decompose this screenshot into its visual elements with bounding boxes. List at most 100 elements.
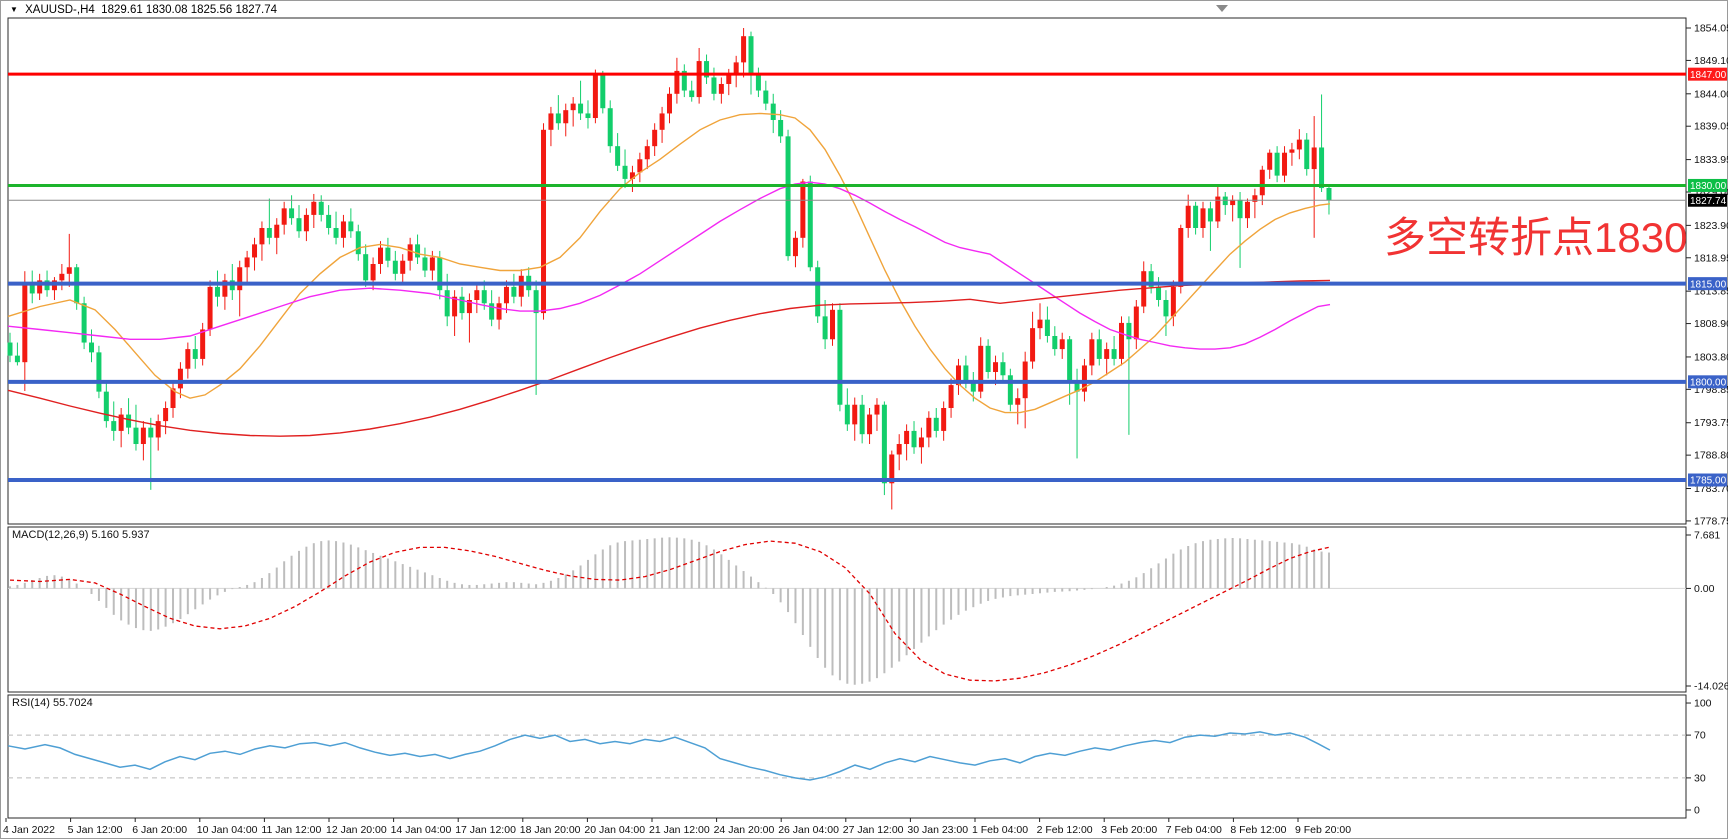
candle-body xyxy=(1326,187,1332,201)
candle-body xyxy=(748,36,754,76)
candle-body xyxy=(1111,349,1117,359)
price-tick-label: 1778.75 xyxy=(1694,515,1728,527)
candle-body xyxy=(177,368,183,389)
candle-body xyxy=(363,254,369,281)
candle-body xyxy=(963,365,969,382)
horizontal-levels-layer[interactable] xyxy=(8,72,1686,483)
candle-body xyxy=(1074,381,1080,392)
candle-body xyxy=(237,267,243,291)
candle-body xyxy=(422,257,428,271)
price-tick-label: 1808.90 xyxy=(1694,318,1728,330)
candle-body xyxy=(800,181,806,238)
candle-body xyxy=(592,74,598,119)
candle-body xyxy=(355,231,361,255)
time-axis[interactable]: 4 Jan 2022 5 Jan 12:00 6 Jan 20:00 10 Jan 0… xyxy=(3,818,1351,836)
candle-body xyxy=(340,221,346,238)
candle-body xyxy=(140,427,146,445)
candle-body xyxy=(1207,208,1213,222)
price-tick-label: 1833.95 xyxy=(1694,154,1728,166)
price-tick-label: 1788.80 xyxy=(1694,450,1728,462)
candle-body xyxy=(503,286,509,304)
macd-tick-label: 7.681 xyxy=(1694,529,1720,541)
candle-body xyxy=(400,260,406,274)
candle-body xyxy=(659,113,665,130)
price-badge xyxy=(1688,473,1727,487)
macd-indicator-label: MACD(12,26,9) 5.160 5.937 xyxy=(12,529,150,541)
symbol-dropdown-icon[interactable]: ▼ xyxy=(10,5,18,14)
candle-body xyxy=(711,77,717,94)
candle-body xyxy=(533,290,539,314)
macd-tick-label: -14.026 xyxy=(1694,680,1728,692)
candle-body xyxy=(948,385,954,409)
candle-body xyxy=(1200,208,1206,228)
candle-body xyxy=(1059,339,1065,350)
candle-body xyxy=(259,227,265,245)
price-tick-label: 1854.05 xyxy=(1694,23,1728,35)
candle-body xyxy=(770,103,776,120)
candle-body xyxy=(170,388,176,409)
main-plot-border[interactable] xyxy=(7,17,1687,525)
candle-body xyxy=(844,404,850,425)
time-tick-label: 1 Feb 04:00 xyxy=(972,824,1028,836)
candle-body xyxy=(407,244,413,261)
rsi-plot-border[interactable] xyxy=(7,694,1687,819)
candle-body xyxy=(222,280,228,297)
candle-body xyxy=(214,286,220,297)
candle-body xyxy=(1163,299,1169,317)
candle-body xyxy=(192,349,198,359)
rsi-tick-label: 70 xyxy=(1694,730,1706,742)
candle-body xyxy=(1037,319,1043,329)
candle-body xyxy=(1311,147,1317,170)
price-badge-label: 1827.74 xyxy=(1690,196,1727,207)
candle-body xyxy=(96,352,102,392)
rsi-layer xyxy=(7,731,1331,781)
annotation-text[interactable]: 多空转折点1830 xyxy=(1384,214,1688,261)
candle-body xyxy=(792,237,798,257)
candle-body xyxy=(696,61,702,98)
price-badge-label: 1785.00 xyxy=(1690,476,1727,487)
candle-body xyxy=(1244,201,1250,219)
candle-body xyxy=(148,427,154,438)
candle-body xyxy=(14,355,20,363)
candle-body xyxy=(874,404,880,415)
time-tick-label: 4 Jan 2022 xyxy=(3,824,55,836)
candle-body xyxy=(763,90,769,104)
candle-body xyxy=(429,257,435,271)
candle-body xyxy=(652,129,658,147)
rsi-tick-label: 0 xyxy=(1694,804,1700,816)
time-tick-label: 9 Feb 20:00 xyxy=(1295,824,1351,836)
candle-body xyxy=(66,267,72,274)
chart-shift-marker-icon[interactable] xyxy=(1216,5,1228,12)
candle-body xyxy=(1237,199,1243,219)
candle-body xyxy=(311,201,317,215)
candle-body xyxy=(607,108,613,147)
candle-body xyxy=(370,263,376,281)
price-tick-label: 1818.95 xyxy=(1694,252,1728,264)
candle-body xyxy=(615,146,621,166)
candle-body xyxy=(666,93,672,114)
candle-body xyxy=(1178,227,1184,287)
price-axis[interactable]: 1854.051849.101844.001839.051833.951829.… xyxy=(1686,23,1728,817)
candle-body xyxy=(133,427,139,445)
rsi-line xyxy=(7,731,1331,781)
candle-body xyxy=(1096,339,1102,359)
time-tick-label: 27 Jan 12:00 xyxy=(843,824,904,836)
candle-body xyxy=(1119,322,1124,359)
candle-body xyxy=(481,290,487,304)
candle-body xyxy=(185,349,191,369)
candle-body xyxy=(1081,365,1087,392)
candle-body xyxy=(911,430,917,448)
time-tick-label: 10 Jan 04:00 xyxy=(197,824,258,836)
time-tick-label: 21 Jan 12:00 xyxy=(649,824,710,836)
candle-body xyxy=(941,408,947,431)
macd-layer xyxy=(9,537,1331,685)
time-tick-label: 11 Jan 12:00 xyxy=(261,824,321,836)
time-tick-label: 7 Feb 04:00 xyxy=(1166,824,1222,836)
candle-body xyxy=(637,159,643,173)
symbol-period-label[interactable]: XAUUSD-,H4 xyxy=(25,4,95,16)
candle-body xyxy=(1185,205,1191,228)
candle-body xyxy=(555,113,561,124)
candle-body xyxy=(1030,328,1036,362)
